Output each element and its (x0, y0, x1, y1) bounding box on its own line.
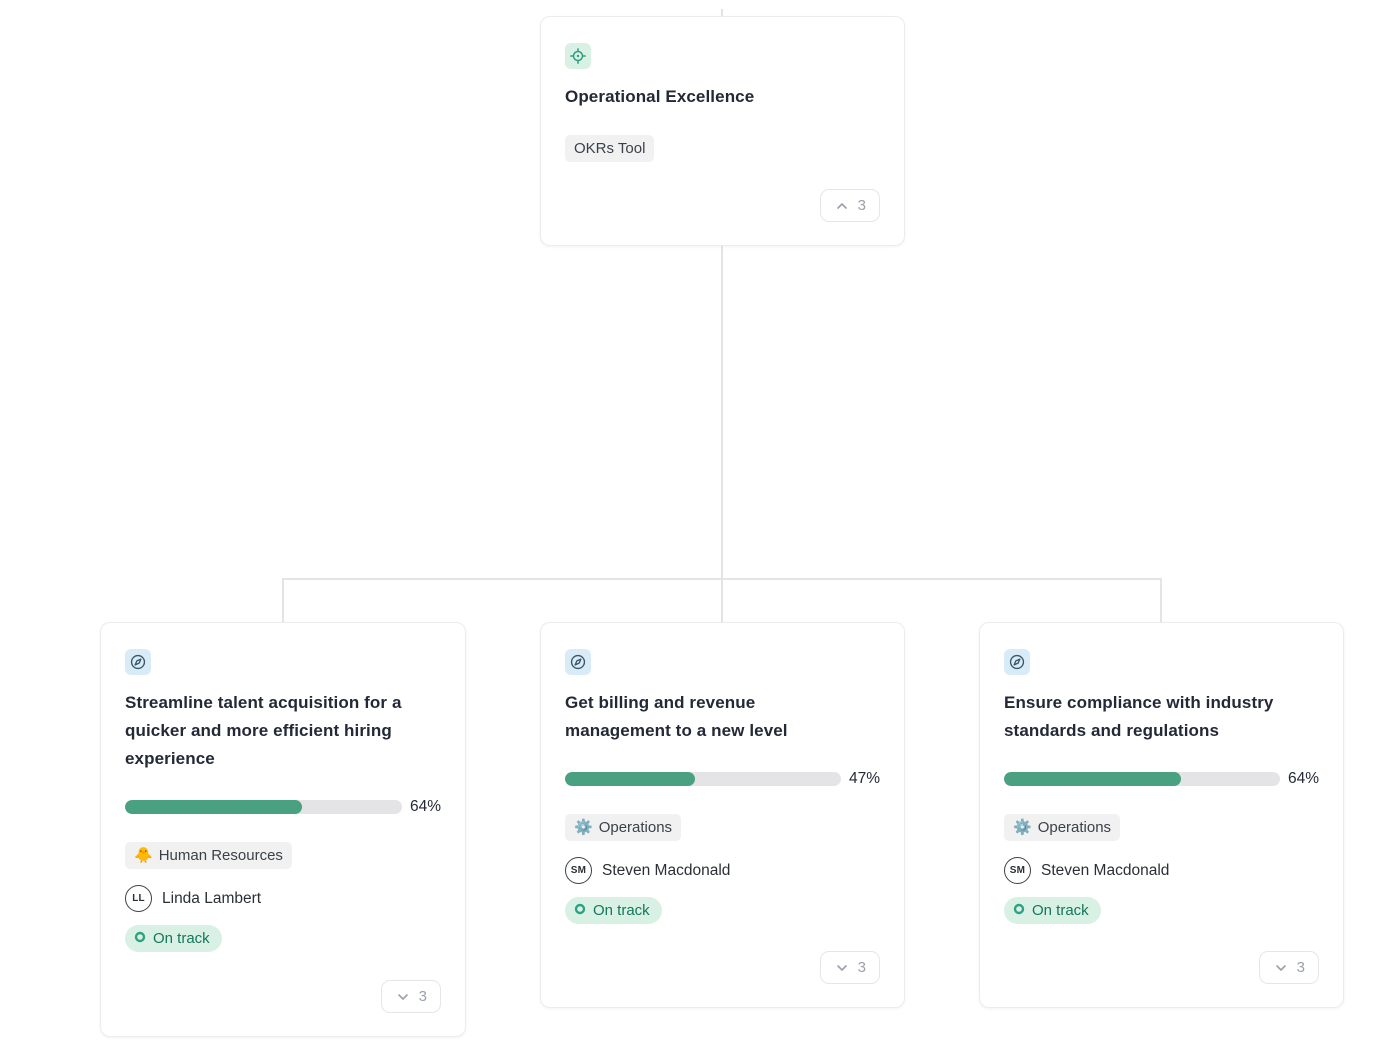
avatar: SM (1004, 857, 1031, 884)
compass-icon (1004, 649, 1030, 675)
progress-percent: 64% (409, 798, 441, 815)
progress-row: 47% (565, 770, 880, 788)
objective-title: Ensure compliance with industry standard… (1004, 693, 1274, 740)
children-count: 3 (418, 988, 427, 1005)
compass-icon (565, 649, 591, 675)
owner-row[interactable]: LL Linda Lambert (125, 885, 441, 912)
children-count: 3 (1296, 959, 1305, 976)
owner-name: Linda Lambert (162, 889, 262, 907)
owner-name: Steven Macdonald (602, 861, 731, 879)
team-tag[interactable]: 🐥 Human Resources (125, 842, 292, 869)
team-label: Operations (598, 819, 673, 836)
ring-icon (134, 929, 146, 948)
progress-bar-fill (125, 800, 303, 814)
status-badge: On track (565, 897, 662, 924)
progress-bar-fill (565, 772, 695, 786)
owner-row[interactable]: SM Steven Macdonald (1004, 857, 1319, 884)
connector-root-top-stub (721, 9, 723, 17)
avatar: LL (125, 885, 152, 912)
objective-title: Streamline talent acquisition for a quic… (125, 693, 402, 768)
team-label: Human Resources (158, 847, 283, 864)
ring-icon (1013, 901, 1025, 920)
owner-row[interactable]: SM Steven Macdonald (565, 857, 880, 884)
team-emoji-icon: 🐥 (134, 846, 153, 864)
status-label: On track (153, 930, 210, 947)
team-tag[interactable]: ⚙️ Operations (1004, 814, 1121, 841)
chevron-down-icon (1273, 960, 1289, 976)
objective-title: Operational Excellence (565, 87, 755, 106)
objective-card[interactable]: Ensure compliance with industry standard… (979, 622, 1344, 1008)
objective-card[interactable]: Get billing and revenue management to a … (540, 622, 905, 1008)
children-count: 3 (857, 197, 866, 214)
team-emoji-icon: ⚙️ (574, 818, 593, 836)
progress-percent: 47% (848, 770, 880, 787)
compass-icon (125, 649, 151, 675)
team-emoji-icon: ⚙️ (1013, 818, 1032, 836)
status-label: On track (1032, 902, 1089, 919)
collapse-children-button[interactable]: 3 (819, 189, 880, 222)
expand-children-button[interactable]: 3 (380, 980, 441, 1013)
expand-children-button[interactable]: 3 (819, 951, 880, 984)
chevron-down-icon (834, 960, 850, 976)
team-row: ⚙️ Operations (1004, 814, 1319, 841)
children-count: 3 (857, 959, 866, 976)
target-icon (565, 43, 591, 69)
progress-percent: 64% (1287, 770, 1319, 787)
team-row: ⚙️ Operations (565, 814, 880, 841)
progress-bar-fill (1004, 772, 1181, 786)
status-badge: On track (125, 925, 222, 952)
source-tag: OKRs Tool (565, 135, 655, 162)
source-tag-label: OKRs Tool (574, 140, 646, 157)
status-badge: On track (1004, 897, 1101, 924)
objective-title: Get billing and revenue management to a … (565, 693, 788, 740)
progress-row: 64% (125, 798, 441, 816)
progress-bar (565, 772, 841, 786)
progress-bar (125, 800, 402, 814)
objective-card-root[interactable]: Operational Excellence OKRs Tool 3 (540, 16, 905, 246)
expand-children-button[interactable]: 3 (1258, 951, 1319, 984)
avatar: SM (565, 857, 592, 884)
team-label: Operations (1037, 819, 1112, 836)
objective-card[interactable]: Streamline talent acquisition for a quic… (100, 622, 466, 1037)
connector-drop-middle (721, 578, 723, 623)
team-tag[interactable]: ⚙️ Operations (565, 814, 682, 841)
connector-root-vertical (721, 246, 723, 579)
ring-icon (574, 901, 586, 920)
status-label: On track (593, 902, 650, 919)
progress-bar (1004, 772, 1280, 786)
chevron-down-icon (395, 989, 411, 1005)
connector-drop-left (282, 578, 284, 623)
chevron-up-icon (834, 198, 850, 214)
team-row: 🐥 Human Resources (125, 842, 441, 869)
progress-row: 64% (1004, 770, 1319, 788)
connector-drop-right (1160, 578, 1162, 623)
owner-name: Steven Macdonald (1041, 861, 1170, 879)
